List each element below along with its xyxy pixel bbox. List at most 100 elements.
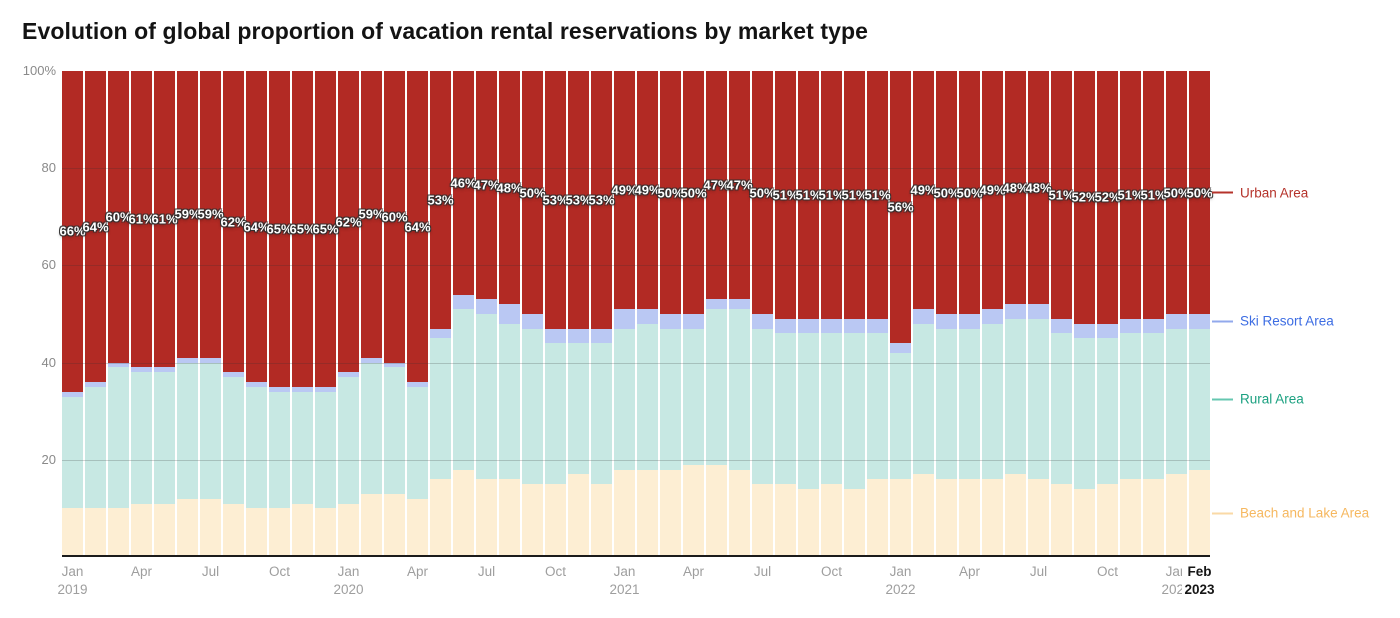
segment-ski-resort-area[interactable] — [476, 299, 497, 315]
segment-rural-area[interactable] — [1051, 333, 1072, 485]
segment-urban-area[interactable] — [1166, 71, 1187, 315]
segment-rural-area[interactable] — [384, 367, 405, 494]
segment-rural-area[interactable] — [361, 362, 382, 494]
bar-may-2019[interactable] — [154, 71, 175, 557]
segment-urban-area[interactable] — [476, 71, 497, 300]
segment-rural-area[interactable] — [1189, 328, 1210, 470]
segment-ski-resort-area[interactable] — [729, 299, 750, 310]
segment-ski-resort-area[interactable] — [683, 314, 704, 329]
segment-ski-resort-area[interactable] — [660, 314, 681, 329]
segment-urban-area[interactable] — [614, 71, 635, 310]
segment-beach-and-lake-area[interactable] — [660, 469, 681, 557]
segment-rural-area[interactable] — [430, 338, 451, 480]
segment-urban-area[interactable] — [384, 71, 405, 363]
segment-rural-area[interactable] — [315, 391, 336, 509]
segment-beach-and-lake-area[interactable] — [545, 484, 566, 557]
segment-rural-area[interactable] — [1074, 338, 1095, 489]
segment-ski-resort-area[interactable] — [269, 386, 290, 392]
segment-ski-resort-area[interactable] — [913, 309, 934, 324]
segment-beach-and-lake-area[interactable] — [223, 503, 244, 557]
segment-urban-area[interactable] — [775, 71, 796, 319]
segment-rural-area[interactable] — [453, 309, 474, 470]
segment-rural-area[interactable] — [338, 377, 359, 504]
segment-urban-area[interactable] — [338, 71, 359, 373]
segment-ski-resort-area[interactable] — [844, 318, 865, 334]
bar-jul-2020[interactable] — [476, 71, 497, 557]
segment-beach-and-lake-area[interactable] — [453, 469, 474, 557]
segment-rural-area[interactable] — [1120, 333, 1141, 480]
segment-beach-and-lake-area[interactable] — [706, 464, 727, 557]
segment-urban-area[interactable] — [1143, 71, 1164, 319]
segment-urban-area[interactable] — [844, 71, 865, 319]
segment-urban-area[interactable] — [798, 71, 819, 319]
segment-beach-and-lake-area[interactable] — [1097, 484, 1118, 557]
bar-sep-2020[interactable] — [522, 71, 543, 557]
segment-rural-area[interactable] — [223, 377, 244, 504]
segment-urban-area[interactable] — [660, 71, 681, 315]
segment-urban-area[interactable] — [890, 71, 911, 344]
segment-ski-resort-area[interactable] — [614, 309, 635, 329]
bar-nov-2021[interactable] — [844, 71, 865, 557]
segment-ski-resort-area[interactable] — [177, 357, 198, 363]
segment-rural-area[interactable] — [200, 362, 221, 499]
segment-urban-area[interactable] — [1074, 71, 1095, 324]
segment-rural-area[interactable] — [85, 386, 106, 509]
bar-dec-2019[interactable] — [315, 71, 336, 557]
segment-rural-area[interactable] — [407, 386, 428, 499]
segment-urban-area[interactable] — [959, 71, 980, 315]
segment-ski-resort-area[interactable] — [591, 328, 612, 344]
bar-oct-2020[interactable] — [545, 71, 566, 557]
segment-rural-area[interactable] — [177, 362, 198, 499]
segment-rural-area[interactable] — [683, 328, 704, 465]
segment-ski-resort-area[interactable] — [338, 372, 359, 378]
segment-rural-area[interactable] — [591, 343, 612, 485]
segment-ski-resort-area[interactable] — [1028, 304, 1049, 319]
segment-beach-and-lake-area[interactable] — [683, 464, 704, 557]
bar-aug-2021[interactable] — [775, 71, 796, 557]
segment-ski-resort-area[interactable] — [384, 362, 405, 368]
segment-beach-and-lake-area[interactable] — [1120, 479, 1141, 557]
bar-jan-2019[interactable] — [62, 71, 83, 557]
segment-ski-resort-area[interactable] — [752, 314, 773, 329]
segment-beach-and-lake-area[interactable] — [959, 479, 980, 557]
bar-mar-2021[interactable] — [660, 71, 681, 557]
bar-jan-2022[interactable] — [890, 71, 911, 557]
segment-ski-resort-area[interactable] — [246, 382, 267, 387]
segment-beach-and-lake-area[interactable] — [614, 469, 635, 557]
segment-beach-and-lake-area[interactable] — [637, 469, 658, 557]
bar-jul-2022[interactable] — [1028, 71, 1049, 557]
segment-beach-and-lake-area[interactable] — [522, 484, 543, 557]
segment-rural-area[interactable] — [292, 391, 313, 504]
segment-ski-resort-area[interactable] — [315, 386, 336, 392]
segment-beach-and-lake-area[interactable] — [361, 493, 382, 557]
segment-urban-area[interactable] — [1097, 71, 1118, 324]
segment-urban-area[interactable] — [361, 71, 382, 358]
segment-urban-area[interactable] — [913, 71, 934, 310]
segment-beach-and-lake-area[interactable] — [1189, 469, 1210, 557]
segment-ski-resort-area[interactable] — [890, 343, 911, 353]
segment-beach-and-lake-area[interactable] — [1143, 479, 1164, 557]
segment-urban-area[interactable] — [430, 71, 451, 329]
segment-beach-and-lake-area[interactable] — [62, 508, 83, 557]
segment-ski-resort-area[interactable] — [821, 318, 842, 334]
bar-oct-2022[interactable] — [1097, 71, 1118, 557]
bar-apr-2020[interactable] — [407, 71, 428, 557]
bar-aug-2022[interactable] — [1051, 71, 1072, 557]
segment-urban-area[interactable] — [315, 71, 336, 387]
bar-sep-2019[interactable] — [246, 71, 267, 557]
segment-rural-area[interactable] — [867, 333, 888, 480]
segment-ski-resort-area[interactable] — [1005, 304, 1026, 319]
segment-ski-resort-area[interactable] — [407, 382, 428, 387]
segment-beach-and-lake-area[interactable] — [867, 479, 888, 557]
segment-ski-resort-area[interactable] — [637, 309, 658, 324]
segment-beach-and-lake-area[interactable] — [384, 493, 405, 557]
bar-jan-2023[interactable] — [1166, 71, 1187, 557]
segment-beach-and-lake-area[interactable] — [913, 474, 934, 557]
segment-urban-area[interactable] — [177, 71, 198, 358]
segment-beach-and-lake-area[interactable] — [798, 488, 819, 557]
segment-urban-area[interactable] — [1005, 71, 1026, 305]
segment-urban-area[interactable] — [108, 71, 129, 363]
bar-mar-2022[interactable] — [936, 71, 957, 557]
segment-rural-area[interactable] — [614, 328, 635, 470]
segment-urban-area[interactable] — [1120, 71, 1141, 319]
